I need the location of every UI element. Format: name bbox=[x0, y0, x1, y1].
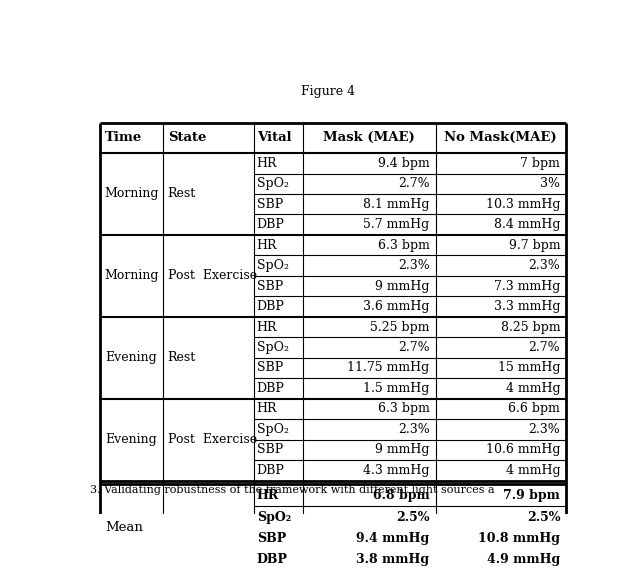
Text: 3%: 3% bbox=[540, 177, 560, 190]
Text: 10.3 mmHg: 10.3 mmHg bbox=[486, 198, 560, 211]
Text: SpO₂: SpO₂ bbox=[257, 177, 289, 190]
Text: Rest: Rest bbox=[168, 351, 196, 364]
Text: 9.4 mmHg: 9.4 mmHg bbox=[356, 532, 429, 545]
Text: DBP: DBP bbox=[257, 300, 285, 313]
Text: 6.3 bpm: 6.3 bpm bbox=[378, 239, 429, 251]
Text: 7 bpm: 7 bpm bbox=[520, 157, 560, 170]
Text: Morning: Morning bbox=[105, 269, 159, 283]
Text: 4 mmHg: 4 mmHg bbox=[506, 382, 560, 395]
Text: SpO₂: SpO₂ bbox=[257, 423, 289, 436]
Text: No Mask(MAE): No Mask(MAE) bbox=[445, 131, 557, 144]
Text: DBP: DBP bbox=[257, 464, 285, 477]
Text: 3.8 mmHg: 3.8 mmHg bbox=[356, 553, 429, 566]
Text: HR: HR bbox=[257, 321, 277, 334]
Text: SpO₂: SpO₂ bbox=[257, 341, 289, 354]
Text: 3. Validating robustness of the framework with different light sources a: 3. Validating robustness of the framewor… bbox=[90, 485, 495, 495]
Text: DBP: DBP bbox=[257, 218, 285, 231]
Text: SpO₂: SpO₂ bbox=[257, 510, 291, 524]
Text: 2.7%: 2.7% bbox=[398, 177, 429, 190]
Text: 15 mmHg: 15 mmHg bbox=[498, 361, 560, 375]
Text: 10.8 mmHg: 10.8 mmHg bbox=[478, 532, 560, 545]
Text: 9 mmHg: 9 mmHg bbox=[375, 280, 429, 292]
Text: 9 mmHg: 9 mmHg bbox=[375, 443, 429, 457]
Text: 1.5 mmHg: 1.5 mmHg bbox=[364, 382, 429, 395]
Text: SBP: SBP bbox=[257, 361, 283, 375]
Text: Post  Exercise: Post Exercise bbox=[168, 269, 257, 283]
Text: Vital: Vital bbox=[257, 131, 291, 144]
Text: 3.6 mmHg: 3.6 mmHg bbox=[363, 300, 429, 313]
Text: 5.25 bpm: 5.25 bpm bbox=[370, 321, 429, 334]
Text: 6.8 bpm: 6.8 bpm bbox=[373, 489, 429, 502]
Text: Evening: Evening bbox=[105, 351, 157, 364]
Text: 10.6 mmHg: 10.6 mmHg bbox=[486, 443, 560, 457]
Text: 2.3%: 2.3% bbox=[529, 423, 560, 436]
Text: 2.3%: 2.3% bbox=[529, 259, 560, 272]
Text: Mask (MAE): Mask (MAE) bbox=[323, 131, 415, 144]
Text: Post  Exercise: Post Exercise bbox=[168, 433, 257, 446]
Text: Figure 4: Figure 4 bbox=[301, 86, 355, 98]
Text: 2.5%: 2.5% bbox=[527, 510, 560, 524]
Text: 2.3%: 2.3% bbox=[398, 259, 429, 272]
Text: 4.3 mmHg: 4.3 mmHg bbox=[363, 464, 429, 477]
Text: State: State bbox=[168, 131, 206, 144]
Text: 4.9 mmHg: 4.9 mmHg bbox=[487, 553, 560, 566]
Text: 5.7 mmHg: 5.7 mmHg bbox=[364, 218, 429, 231]
Text: DBP: DBP bbox=[257, 382, 285, 395]
Text: SBP: SBP bbox=[257, 443, 283, 457]
Text: 8.1 mmHg: 8.1 mmHg bbox=[363, 198, 429, 211]
Text: 2.3%: 2.3% bbox=[398, 423, 429, 436]
Text: SpO₂: SpO₂ bbox=[257, 259, 289, 272]
Text: 3.3 mmHg: 3.3 mmHg bbox=[493, 300, 560, 313]
Text: HR: HR bbox=[257, 239, 277, 251]
Text: HR: HR bbox=[257, 157, 277, 170]
Text: Time: Time bbox=[105, 131, 142, 144]
Text: SBP: SBP bbox=[257, 198, 283, 211]
Text: HR: HR bbox=[257, 489, 279, 502]
Text: 2.7%: 2.7% bbox=[398, 341, 429, 354]
Text: 11.75 mmHg: 11.75 mmHg bbox=[348, 361, 429, 375]
Text: Mean: Mean bbox=[105, 521, 143, 534]
Text: Evening: Evening bbox=[105, 433, 157, 446]
Text: 9.4 bpm: 9.4 bpm bbox=[378, 157, 429, 170]
Text: HR: HR bbox=[257, 402, 277, 416]
Text: SBP: SBP bbox=[257, 280, 283, 292]
Text: SBP: SBP bbox=[257, 532, 286, 545]
Text: 2.7%: 2.7% bbox=[529, 341, 560, 354]
Text: Rest: Rest bbox=[168, 187, 196, 201]
Text: 6.3 bpm: 6.3 bpm bbox=[378, 402, 429, 416]
Text: DBP: DBP bbox=[257, 553, 287, 566]
Text: 8.25 bpm: 8.25 bpm bbox=[500, 321, 560, 334]
Text: 2.5%: 2.5% bbox=[396, 510, 429, 524]
Text: Morning: Morning bbox=[105, 187, 159, 201]
Text: 7.3 mmHg: 7.3 mmHg bbox=[493, 280, 560, 292]
Text: 9.7 bpm: 9.7 bpm bbox=[509, 239, 560, 251]
Text: 6.6 bpm: 6.6 bpm bbox=[508, 402, 560, 416]
Text: 4 mmHg: 4 mmHg bbox=[506, 464, 560, 477]
Text: 7.9 bpm: 7.9 bpm bbox=[503, 489, 560, 502]
Text: 8.4 mmHg: 8.4 mmHg bbox=[493, 218, 560, 231]
